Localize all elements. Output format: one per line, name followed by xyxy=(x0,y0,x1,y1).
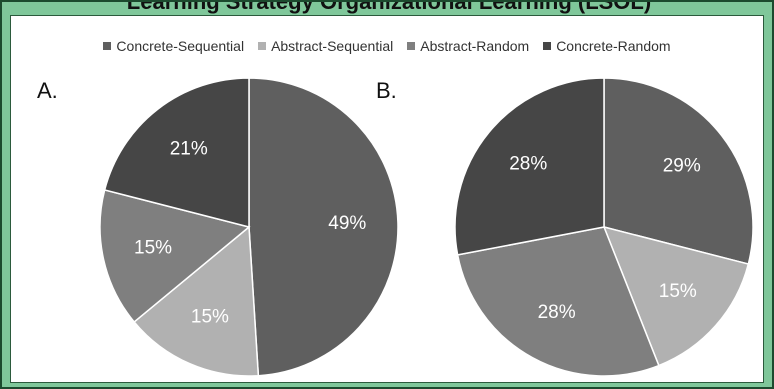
legend-swatch xyxy=(543,42,552,50)
chart-area: Concrete-Sequential Abstract-Sequential … xyxy=(10,15,764,383)
legend-swatch xyxy=(103,42,112,50)
pie-slice-abstract-sequential xyxy=(133,225,260,377)
pie-charts: 49% 15% 15% 21% 29% 15% 28% 28% xyxy=(99,77,754,377)
legend-item-concrete-sequential: Concrete-Sequential xyxy=(103,38,244,54)
slice-label: 28% xyxy=(509,153,547,174)
legend-item-abstract-sequential: Abstract-Sequential xyxy=(258,38,393,54)
pie-slice-concrete-random xyxy=(103,77,250,228)
pie-slice-abstract-random xyxy=(99,189,251,324)
pie-slice-concrete-random xyxy=(454,77,605,256)
slice-label: 15% xyxy=(134,237,172,258)
pie-slice-concrete-sequential xyxy=(603,77,754,265)
slice-label: 49% xyxy=(328,213,366,234)
legend-item-concrete-random: Concrete-Random xyxy=(543,38,671,54)
legend-swatch xyxy=(258,42,267,50)
pie-slice-abstract-random xyxy=(456,226,660,377)
legend-label: Concrete-Random xyxy=(556,38,671,54)
chart-title: Learning Strategy Organizational Learnin… xyxy=(2,2,774,15)
slice-label: 21% xyxy=(170,138,208,159)
legend-label: Abstract-Random xyxy=(420,38,530,54)
legend: Concrete-Sequential Abstract-Sequential … xyxy=(11,38,763,54)
panel-label-a: A. xyxy=(37,78,58,103)
legend-item-abstract-random: Abstract-Random xyxy=(407,38,529,54)
legend-label: Concrete-Sequential xyxy=(116,38,245,54)
slice-label: 29% xyxy=(663,156,701,177)
pie-slice-abstract-sequential xyxy=(602,225,750,367)
panel-label-b: B. xyxy=(376,78,397,103)
slice-label: 28% xyxy=(538,302,576,323)
legend-label: Abstract-Sequential xyxy=(271,38,394,54)
legend-swatch xyxy=(407,42,416,50)
chart-title-strip: Learning Strategy Organizational Learnin… xyxy=(2,2,774,16)
pie-slice-concrete-sequential xyxy=(248,77,399,377)
slice-label: 15% xyxy=(659,281,697,302)
slice-label: 15% xyxy=(191,306,229,327)
